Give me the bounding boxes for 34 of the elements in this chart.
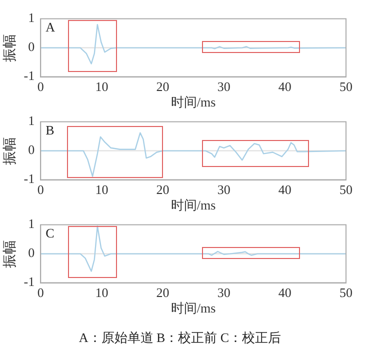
x-axis-title: 时间/ms (170, 300, 216, 316)
x-tick-label: 30 (217, 79, 230, 94)
y-tick-label: 0 (28, 245, 35, 260)
x-axis-title: 时间/ms (170, 198, 216, 213)
y-tick-label: -1 (24, 68, 35, 84)
x-tick-label: 20 (156, 285, 170, 300)
x-tick-label: 20 (156, 182, 170, 198)
y-axis-title: 振幅 (2, 240, 18, 268)
y-axis-title: 振幅 (2, 34, 18, 62)
text: A：原始单道 B：校正前 C：校正后 (78, 329, 282, 346)
annotation: B (46, 122, 55, 138)
x-tick-label: 40 (278, 285, 292, 300)
annotation: C (46, 226, 54, 241)
x-tick-label: 30 (217, 285, 230, 300)
x-tick-label: 10 (95, 79, 108, 94)
y-axis-title: 振幅 (2, 136, 18, 165)
x-tick-label: 50 (340, 79, 352, 94)
y-tick-label: 1 (28, 10, 35, 26)
x-tick-label: 40 (278, 79, 292, 94)
y-tick-label: -1 (24, 171, 35, 186)
x-tick-label: 30 (217, 182, 230, 198)
x-tick-label: 40 (278, 182, 292, 198)
y-tick-label: -1 (24, 274, 35, 290)
y-tick-label: 1 (28, 216, 35, 232)
x-tick-label: 10 (95, 182, 108, 198)
x-tick-label: 50 (340, 285, 352, 300)
x-tick-label: 20 (156, 79, 170, 94)
y-tick-label: 1 (28, 113, 35, 128)
annotation: A (46, 20, 56, 35)
x-tick-label: 50 (340, 182, 352, 198)
x-tick-label: 10 (95, 285, 108, 300)
y-tick-label: 0 (28, 142, 35, 158)
y-tick-label: 0 (28, 39, 35, 54)
x-axis-title: 时间/ms (170, 94, 216, 110)
